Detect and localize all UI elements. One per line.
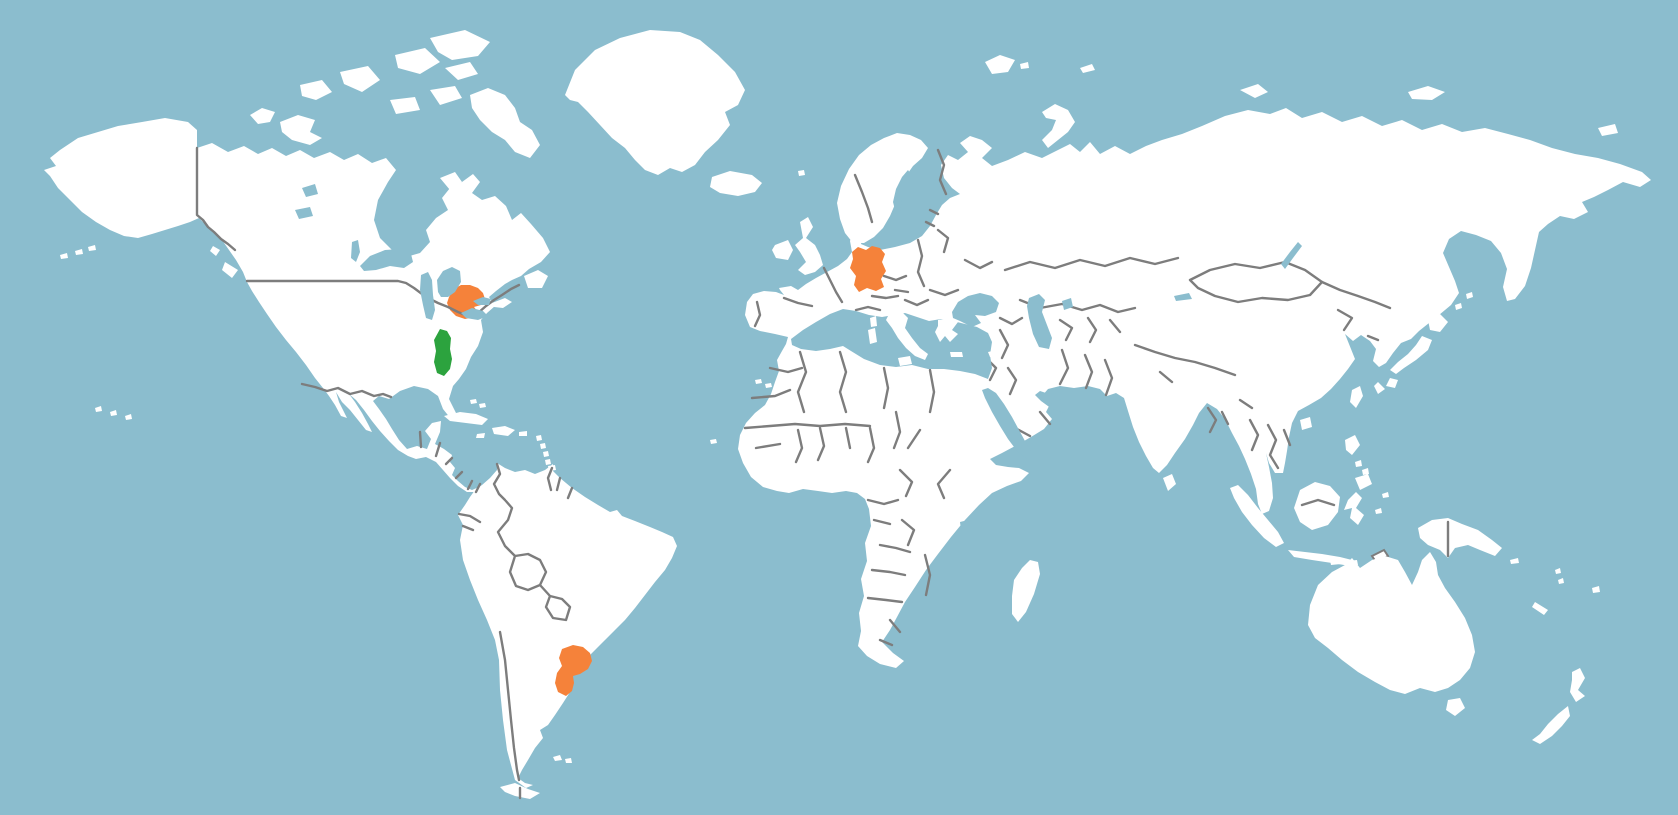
borders-central-asia	[1003, 256, 1180, 397]
lakes-canada-northwest	[295, 184, 360, 262]
island-faroe	[798, 170, 805, 176]
island-borneo	[1294, 482, 1340, 530]
island-taiwan	[1350, 386, 1363, 408]
border-usa-mexico	[300, 382, 393, 399]
lake-huron	[437, 267, 461, 297]
border-borneo	[1300, 498, 1336, 507]
lake-erie	[461, 308, 488, 320]
island-vancouver	[210, 246, 238, 278]
island-ireland	[772, 240, 793, 260]
island-great-britain	[795, 217, 823, 275]
landmass-north-america	[44, 118, 550, 492]
island-sardinia-corsica	[868, 316, 877, 344]
border-usa-canada	[245, 279, 521, 318]
mediterranean-peninsulas	[868, 310, 998, 366]
landmass-greenland	[565, 30, 745, 175]
country-borders	[195, 146, 1450, 800]
island-sakhalin	[1433, 256, 1448, 310]
island-newfoundland	[524, 270, 548, 288]
island-sulawesi	[1344, 492, 1364, 525]
island-crete-cyprus	[950, 350, 998, 357]
border-mongolia	[1188, 260, 1324, 304]
islands-japan	[1374, 292, 1473, 394]
sea-baltic-bothnia	[893, 170, 912, 214]
highlighted-regions	[434, 246, 886, 696]
highlight-germany	[850, 246, 886, 292]
arctic-islands-canada	[250, 30, 540, 190]
islands-caribbean	[444, 399, 556, 471]
border-alaska-canada	[195, 146, 237, 252]
island-iceland	[710, 171, 762, 196]
sea-aral	[1062, 298, 1073, 310]
lake-victoria	[960, 520, 969, 530]
borders-east-asia	[1320, 280, 1392, 342]
island-tasmania	[1446, 698, 1465, 716]
landmasses	[44, 30, 1651, 799]
highlight-uruguay-rio-de-la-plata	[555, 645, 592, 696]
island-madagascar	[1012, 560, 1040, 622]
lake-michigan	[420, 272, 435, 320]
sea-red	[982, 388, 1031, 459]
sea-black	[952, 293, 999, 327]
islands-new-zealand	[1532, 668, 1585, 744]
sea-caspian	[1027, 294, 1052, 349]
highlight-southeastern-us	[434, 329, 452, 376]
landmass-afro-eurasia	[738, 108, 1651, 668]
landmass-south-america	[458, 463, 677, 788]
landmass-australia	[1308, 552, 1475, 694]
borders-south-america	[457, 462, 574, 800]
borders-south-asia	[1133, 343, 1237, 434]
island-falklands	[553, 755, 572, 763]
islands-atlantic-africa	[710, 379, 772, 444]
lake-superior	[360, 249, 413, 271]
borders-central-america	[418, 430, 482, 494]
island-sumatra	[1230, 485, 1284, 547]
peninsula-greece	[935, 318, 958, 342]
lake-baikal	[1281, 242, 1302, 269]
borders-europe	[753, 148, 994, 328]
island-new-guinea	[1418, 518, 1502, 558]
island-hainan	[1300, 417, 1312, 430]
lake-ontario	[473, 297, 491, 305]
peninsula-italy	[886, 310, 928, 360]
borders-southeast-asia	[1238, 398, 1292, 470]
island-sri-lanka	[1163, 474, 1176, 491]
landmass-scandinavia	[837, 133, 928, 243]
sea-persian-gulf	[1035, 391, 1071, 413]
island-nova-scotia	[492, 298, 512, 308]
islands-philippines	[1345, 435, 1372, 490]
lake-balkhash	[1174, 293, 1192, 301]
island-sicily	[898, 356, 912, 366]
borders-africa	[743, 350, 952, 647]
arctic-islands-russia	[985, 55, 1618, 148]
